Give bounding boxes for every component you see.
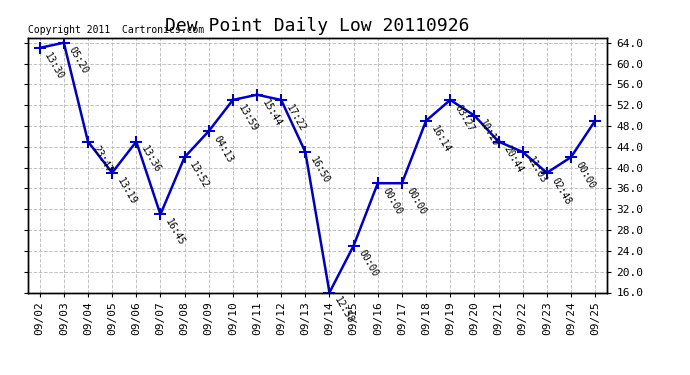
Text: 03:27: 03:27 xyxy=(453,103,476,133)
Text: 16:14: 16:14 xyxy=(429,123,452,154)
Text: 12:58: 12:58 xyxy=(333,295,355,326)
Text: 13:30: 13:30 xyxy=(43,51,66,81)
Text: 11:03: 11:03 xyxy=(526,155,549,185)
Title: Dew Point Daily Low 20110926: Dew Point Daily Low 20110926 xyxy=(165,16,470,34)
Text: 05:20: 05:20 xyxy=(67,45,90,76)
Text: 13:36: 13:36 xyxy=(139,144,162,175)
Text: 02:48: 02:48 xyxy=(550,176,573,206)
Text: 15:44: 15:44 xyxy=(260,98,283,128)
Text: Copyright 2011  Cartronics.com: Copyright 2011 Cartronics.com xyxy=(28,25,204,35)
Text: 23:47: 23:47 xyxy=(91,144,114,175)
Text: 16:50: 16:50 xyxy=(308,155,331,185)
Text: 13:59: 13:59 xyxy=(236,103,259,133)
Text: 10:19: 10:19 xyxy=(477,118,500,149)
Text: 17:22: 17:22 xyxy=(284,103,307,133)
Text: 16:45: 16:45 xyxy=(164,217,186,248)
Text: 00:00: 00:00 xyxy=(574,160,597,190)
Text: 04:13: 04:13 xyxy=(212,134,235,164)
Text: 00:00: 00:00 xyxy=(405,186,428,216)
Text: 13:52: 13:52 xyxy=(188,160,210,190)
Text: 00:00: 00:00 xyxy=(381,186,404,216)
Text: 00:00: 00:00 xyxy=(357,249,380,279)
Text: 13:19: 13:19 xyxy=(115,176,138,206)
Text: 20:44: 20:44 xyxy=(502,144,524,175)
